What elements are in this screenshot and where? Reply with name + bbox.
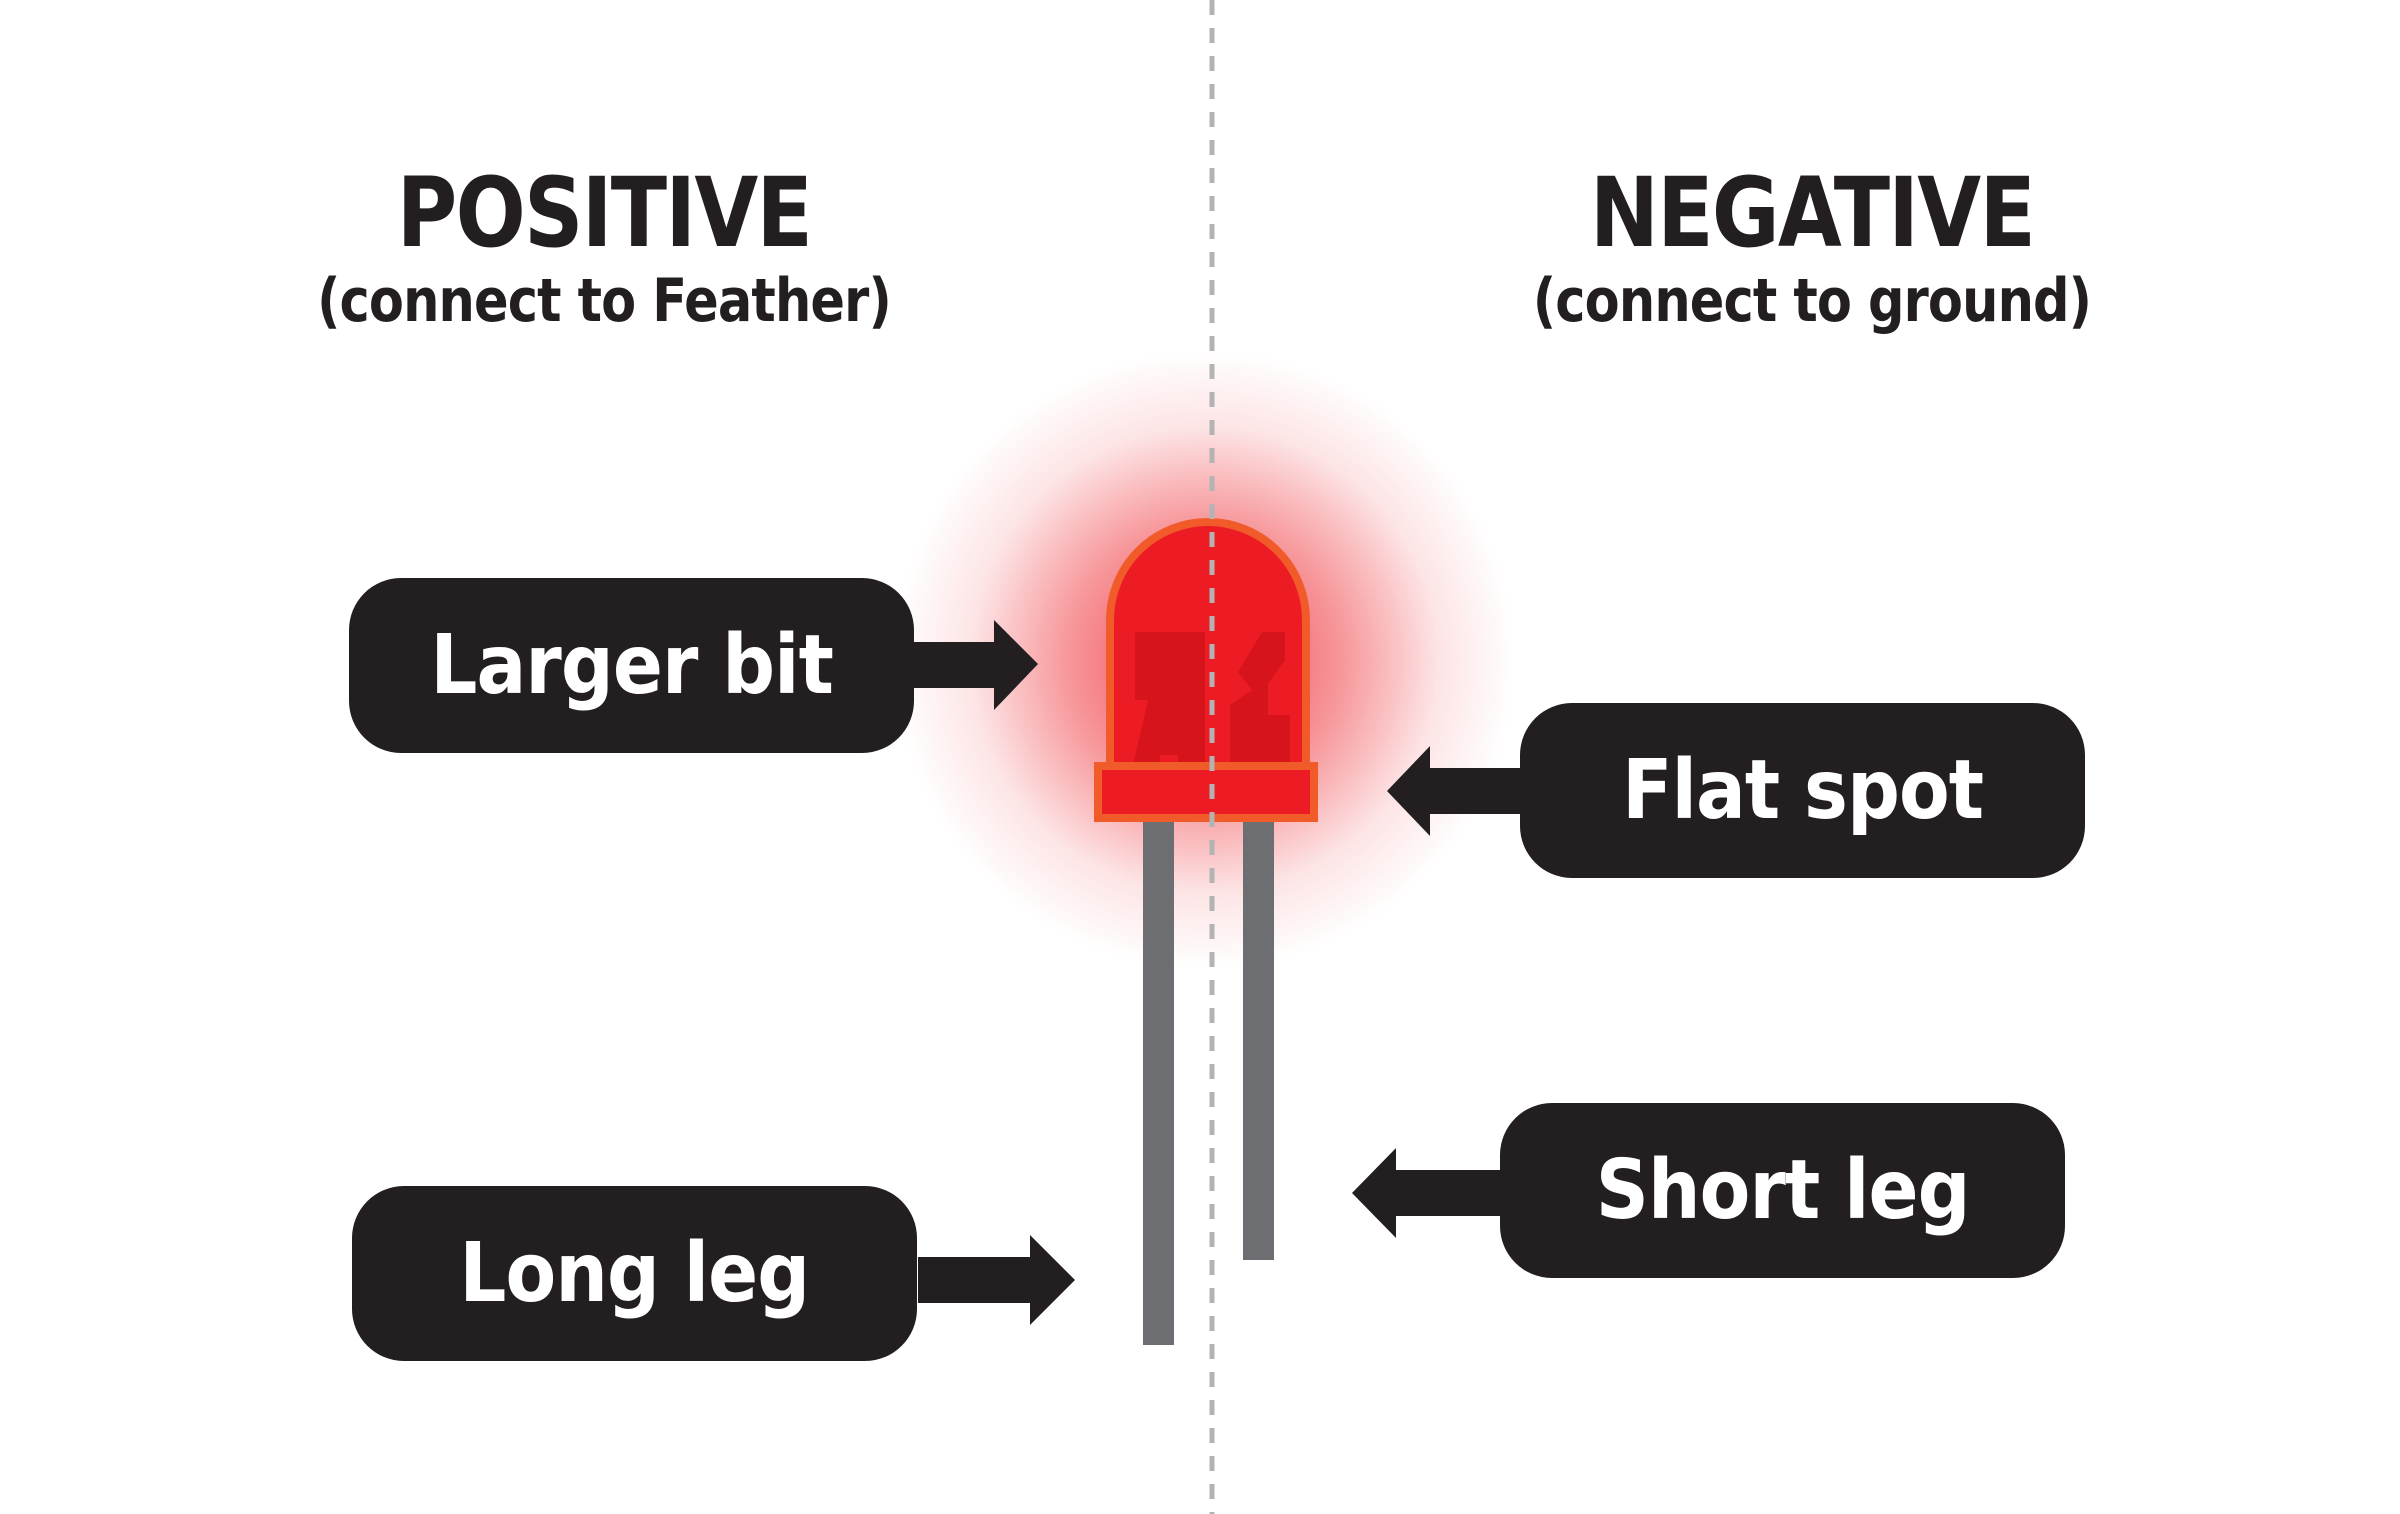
led-long-leg	[1143, 815, 1174, 1345]
short-leg-label: Short leg	[1500, 1103, 2065, 1278]
led-post	[1230, 632, 1290, 770]
arrow-to-larger-bit	[914, 620, 1038, 710]
led-rim	[1094, 762, 1318, 822]
long-leg-text: Long leg	[459, 1226, 811, 1321]
led-anvil	[1132, 632, 1205, 770]
arrow-to-flat-spot	[1387, 746, 1524, 836]
negative-subtitle: (connect to ground)	[1532, 266, 2092, 336]
long-leg-label: Long leg	[352, 1186, 917, 1361]
larger-bit-label: Larger bit	[349, 578, 914, 753]
flat-spot-text: Flat spot	[1621, 743, 1984, 838]
led-short-leg	[1243, 815, 1274, 1260]
larger-bit-text: Larger bit	[430, 618, 833, 713]
positive-title: POSITIVE	[396, 157, 813, 269]
positive-heading: POSITIVE (connect to Feather)	[104, 165, 1104, 331]
short-leg-text: Short leg	[1595, 1143, 1971, 1238]
arrow-to-long-leg	[918, 1235, 1075, 1325]
flat-spot-label: Flat spot	[1520, 703, 2085, 878]
negative-heading: NEGATIVE (connect to ground)	[1312, 165, 2312, 331]
arrow-to-short-leg	[1352, 1148, 1504, 1238]
positive-subtitle: (connect to Feather)	[317, 266, 892, 336]
negative-title: NEGATIVE	[1589, 157, 2036, 269]
